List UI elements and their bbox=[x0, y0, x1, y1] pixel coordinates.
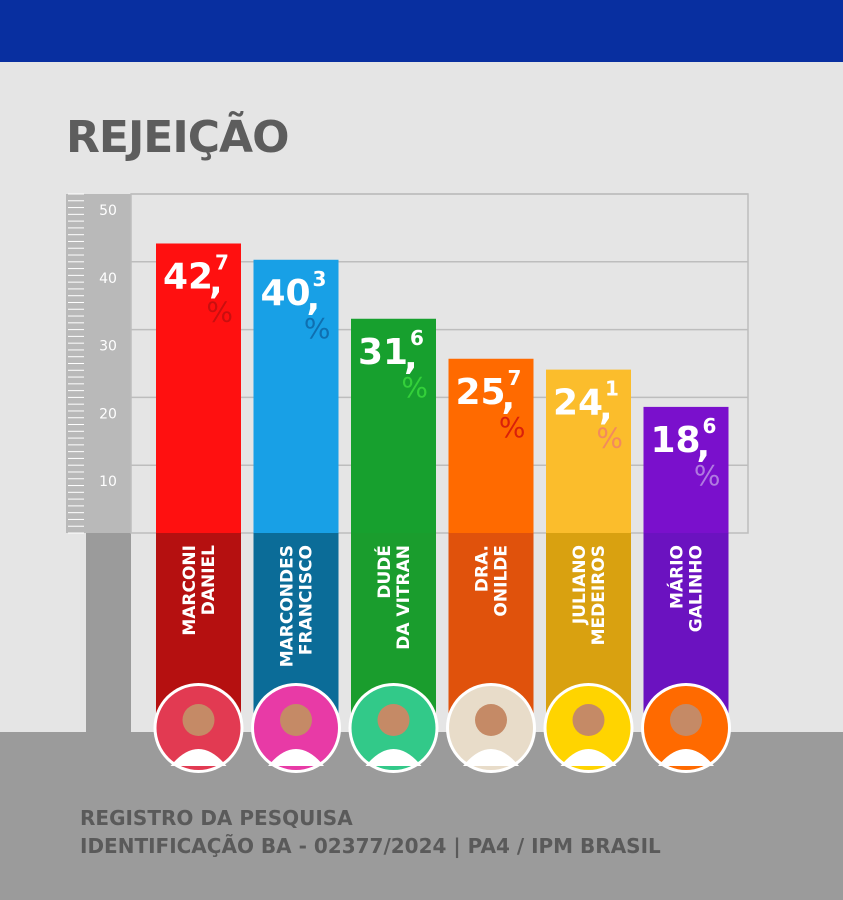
avatar-head bbox=[670, 704, 702, 736]
bar-value-int: 25 bbox=[456, 372, 506, 413]
bar bbox=[351, 318, 436, 533]
category-label-line: JULIANO bbox=[570, 545, 590, 625]
category-label: DUDÉ DA VITRAN bbox=[373, 545, 414, 650]
bar-value-dec: 3 bbox=[313, 267, 327, 291]
category-label-line: ONILDE bbox=[492, 545, 512, 617]
bar-value-dec: 6 bbox=[410, 326, 424, 350]
y-tick-label: 20 bbox=[99, 406, 117, 422]
category-label: MÁRIO GALINHO bbox=[666, 545, 707, 632]
category-label: DRA. ONILDE bbox=[473, 545, 512, 617]
bar-value-pct: % bbox=[206, 295, 233, 328]
category-label: MARCONI DANIEL bbox=[180, 545, 219, 636]
category-label-line: DA VITRAN bbox=[394, 545, 414, 650]
category-label-line: DUDÉ bbox=[373, 545, 395, 599]
category-label-line: MARCONI bbox=[180, 545, 200, 636]
bar-value-sep: , bbox=[209, 261, 223, 302]
category-label-line: MARCONDES bbox=[278, 545, 298, 667]
bar bbox=[253, 259, 339, 533]
avatar-head bbox=[182, 704, 215, 736]
footer-identificacao: IDENTIFICAÇÃO BA - 02377/2024 | PA4 / IP… bbox=[80, 834, 661, 858]
y-axis-stem bbox=[86, 533, 131, 732]
bar-value-sep: , bbox=[599, 388, 613, 429]
y-tick-label: 30 bbox=[99, 339, 117, 355]
bar-value-pct: % bbox=[304, 312, 331, 345]
bar-value-sep: , bbox=[404, 337, 418, 378]
bar-value-sep: , bbox=[307, 278, 321, 319]
bar-value-pct: % bbox=[401, 371, 428, 404]
bar-value-int: 24 bbox=[553, 383, 603, 424]
bar-value-int: 18 bbox=[651, 420, 701, 461]
avatar-head bbox=[377, 704, 410, 736]
bar-value-pct: % bbox=[694, 459, 721, 492]
avatar-shoulders bbox=[658, 749, 714, 766]
avatar-shoulders bbox=[560, 749, 617, 766]
bar-value-int: 40 bbox=[261, 273, 311, 314]
avatar-head bbox=[572, 704, 605, 736]
y-tick-label: 10 bbox=[99, 474, 117, 490]
bar bbox=[546, 369, 631, 533]
bar-value-sep: , bbox=[697, 425, 711, 466]
footer-registro: REGISTRO DA PESQUISA bbox=[80, 806, 353, 830]
y-tick-label: 40 bbox=[99, 271, 117, 287]
bar-value-pct: % bbox=[499, 411, 526, 444]
category-label: MARCONDES FRANCISCO bbox=[278, 545, 317, 667]
category-label-line: MEDEIROS bbox=[589, 545, 609, 645]
top-banner bbox=[0, 0, 843, 62]
category-label-line: DRA. bbox=[473, 545, 493, 592]
bar-value-dec: 1 bbox=[605, 377, 619, 401]
bar-value-int: 31 bbox=[358, 332, 408, 373]
bar bbox=[643, 406, 729, 533]
avatar-shoulders bbox=[365, 749, 422, 766]
avatar-shoulders bbox=[268, 749, 324, 766]
category-label-line: GALINHO bbox=[687, 545, 707, 632]
avatar-shoulders bbox=[463, 749, 519, 766]
bar bbox=[156, 243, 241, 533]
avatar-head bbox=[280, 704, 312, 736]
avatar-head bbox=[475, 704, 507, 736]
bar bbox=[448, 358, 534, 533]
bar-value-dec: 7 bbox=[215, 250, 229, 274]
category-label-line: FRANCISCO bbox=[297, 545, 317, 655]
bar-value-pct: % bbox=[596, 422, 623, 455]
category-label: JULIANO MEDEIROS bbox=[570, 545, 609, 645]
category-label-line: MÁRIO bbox=[666, 545, 688, 609]
bar-value-dec: 7 bbox=[508, 366, 522, 390]
chart-title: REJEIÇÃO bbox=[66, 112, 289, 163]
category-label-line: DANIEL bbox=[199, 545, 219, 615]
bar-value-dec: 6 bbox=[703, 414, 717, 438]
bar-value-int: 42 bbox=[163, 256, 213, 297]
bar-value-sep: , bbox=[502, 377, 516, 418]
y-tick-label: 50 bbox=[99, 203, 117, 219]
avatar-shoulders bbox=[170, 749, 227, 766]
